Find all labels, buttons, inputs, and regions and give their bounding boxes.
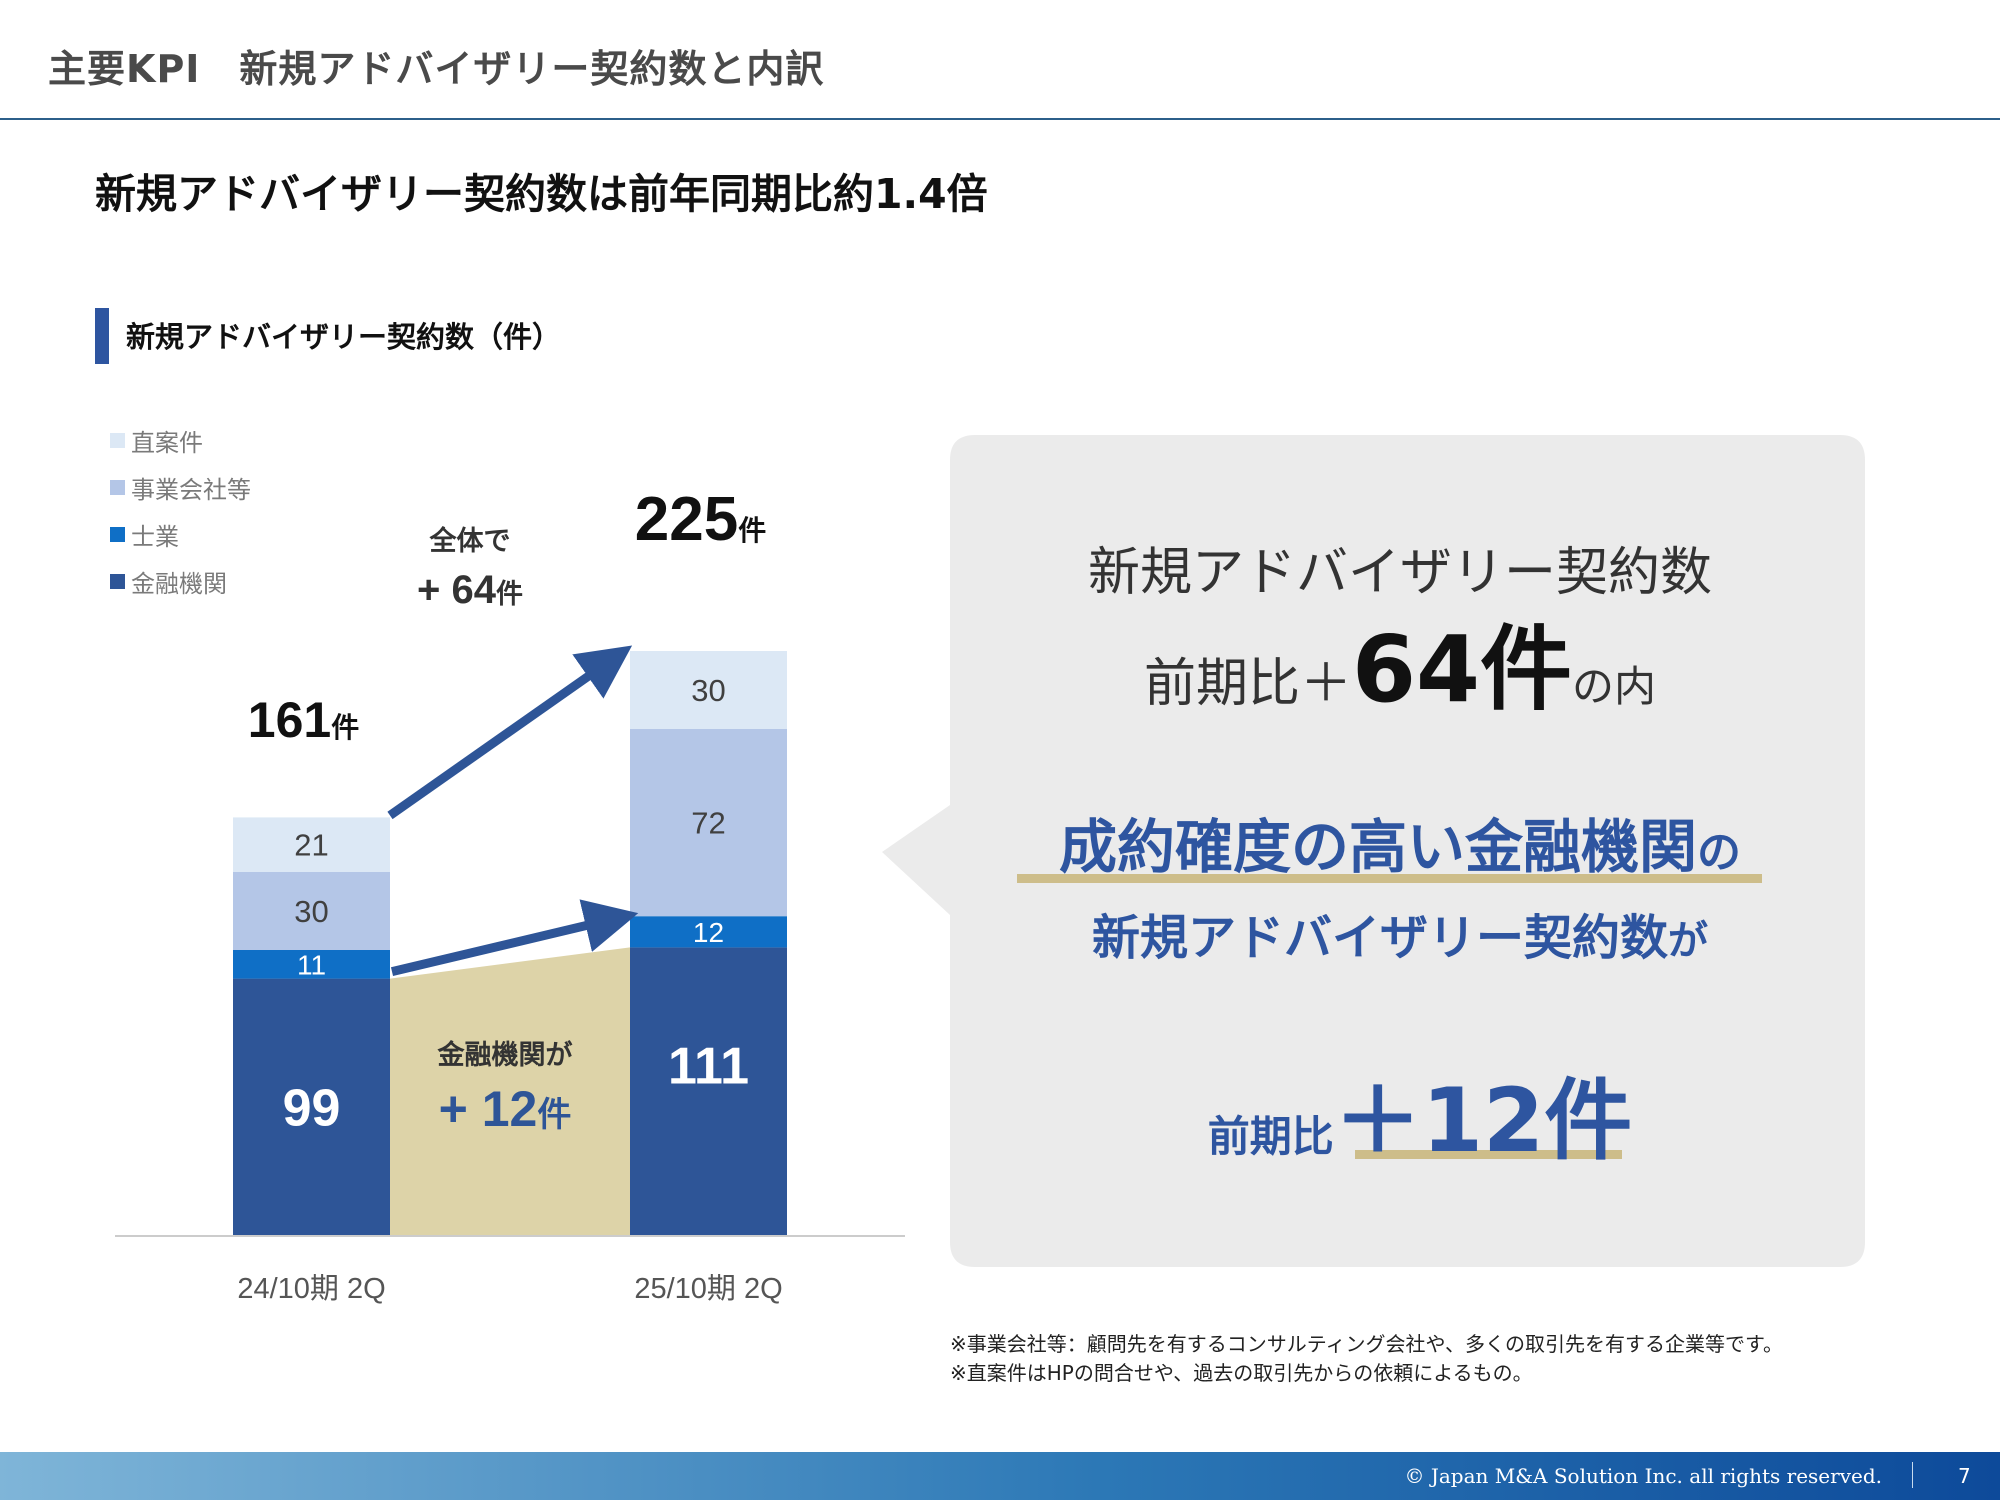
page-number: 7 bbox=[1958, 1464, 1971, 1488]
data-label: 30 bbox=[691, 673, 725, 708]
bar-segment bbox=[233, 978, 390, 1236]
bar-segment bbox=[233, 950, 390, 979]
callout-line4-main: 新規アドバイザリー契約数 bbox=[1091, 910, 1668, 966]
legend-label: 事業会社等 bbox=[131, 476, 251, 504]
annotation-financial-line1: 金融機関が bbox=[437, 1039, 573, 1070]
footer-bar bbox=[0, 1452, 2000, 1500]
callout-line5: 前期比＋12件 bbox=[1170, 1050, 1670, 1177]
callout-line3-main: 成約確度の高い金融機関 bbox=[1058, 813, 1697, 881]
footnote-1: ※事業会社等：顧問先を有するコンサルティング会社や、多くの取引先を有する企業等で… bbox=[950, 1332, 1783, 1356]
legend-item-direct: 直案件 bbox=[110, 423, 203, 458]
legend-swatch bbox=[110, 527, 125, 542]
x-tick-label: 24/10期 2Q bbox=[237, 1273, 385, 1305]
callout-line2: 前期比＋64件の内 bbox=[950, 595, 1850, 728]
bar-segment bbox=[630, 947, 787, 1236]
title-divider bbox=[0, 118, 2000, 120]
data-label: 111 bbox=[668, 1038, 749, 1096]
bar-segment bbox=[233, 817, 390, 872]
callout-line3: 成約確度の高い金融機関の bbox=[950, 800, 1850, 884]
data-label: 99 bbox=[283, 1079, 341, 1137]
callout-line2-prefix: 前期比＋ bbox=[1143, 654, 1352, 714]
callout-line5-underline bbox=[1355, 1150, 1622, 1159]
data-label: 11 bbox=[297, 949, 326, 980]
footer-copyright: © Japan M&A Solution Inc. all rights res… bbox=[1404, 1464, 1883, 1488]
financial-change-connector bbox=[390, 947, 630, 1236]
legend-item-financial: 金融機関 bbox=[110, 564, 227, 599]
legend-item-business: 事業会社等 bbox=[110, 470, 251, 505]
legend-label: 士業 bbox=[131, 523, 179, 551]
annotation-financial-line2: + 12件 bbox=[439, 1081, 572, 1137]
callout-line3-suffix: の bbox=[1697, 827, 1741, 878]
bar-chart: 99 11 30 21 24/10期 2Q 161件 111 12 72 30 25/10期 2Q 2… bbox=[115, 485, 905, 1305]
bar-segment bbox=[630, 729, 787, 917]
bar-segment bbox=[630, 916, 787, 948]
financial-increase-arrow bbox=[390, 899, 639, 976]
legend-label: 直案件 bbox=[131, 429, 203, 457]
section-title: 新規アドバイザリー契約数（件） bbox=[126, 320, 562, 354]
total-increase-arrow bbox=[387, 645, 633, 820]
callout-line5-big: ＋12件 bbox=[1333, 1069, 1633, 1172]
callout-line3-underline bbox=[1017, 874, 1762, 883]
x-tick-label: 25/10期 2Q bbox=[634, 1273, 782, 1305]
legend-swatch bbox=[110, 433, 125, 448]
callout-line4-suffix: が bbox=[1668, 918, 1708, 964]
annotation-total-line2: + 64件 bbox=[417, 568, 523, 612]
annotation-total-line1: 全体で bbox=[429, 525, 511, 556]
legend-item-professional: 士業 bbox=[110, 517, 179, 552]
section-marker bbox=[95, 308, 109, 364]
data-label: 72 bbox=[691, 806, 725, 841]
bar-segment bbox=[233, 872, 390, 950]
data-label: 21 bbox=[294, 828, 328, 863]
legend-swatch bbox=[110, 480, 125, 495]
callout-line2-suffix: の内 bbox=[1572, 662, 1657, 711]
footer-divider bbox=[1912, 1462, 1913, 1488]
data-label: 30 bbox=[294, 894, 328, 929]
callout-line2-big: 64件 bbox=[1351, 616, 1573, 723]
legend-label: 金融機関 bbox=[131, 570, 227, 598]
callout-line5-prefix: 前期比 bbox=[1207, 1112, 1334, 1161]
total-label: 161件 bbox=[248, 692, 359, 748]
data-label: 12 bbox=[693, 917, 724, 948]
callout-line1: 新規アドバイザリー契約数 bbox=[1087, 543, 1712, 603]
legend-swatch bbox=[110, 574, 125, 589]
page-title: 主要KPI 新規アドバイザリー契約数と内訳 bbox=[48, 47, 825, 91]
callout-line4: 新規アドバイザリー契約数が bbox=[950, 898, 1850, 968]
headline: 新規アドバイザリー契約数は前年同期比約1.4倍 bbox=[95, 170, 988, 218]
footnote-2: ※直案件はHPの問合せや、過去の取引先からの依頼によるもの。 bbox=[950, 1361, 1533, 1385]
total-label: 225件 bbox=[635, 485, 766, 554]
bar-segment bbox=[630, 651, 787, 729]
